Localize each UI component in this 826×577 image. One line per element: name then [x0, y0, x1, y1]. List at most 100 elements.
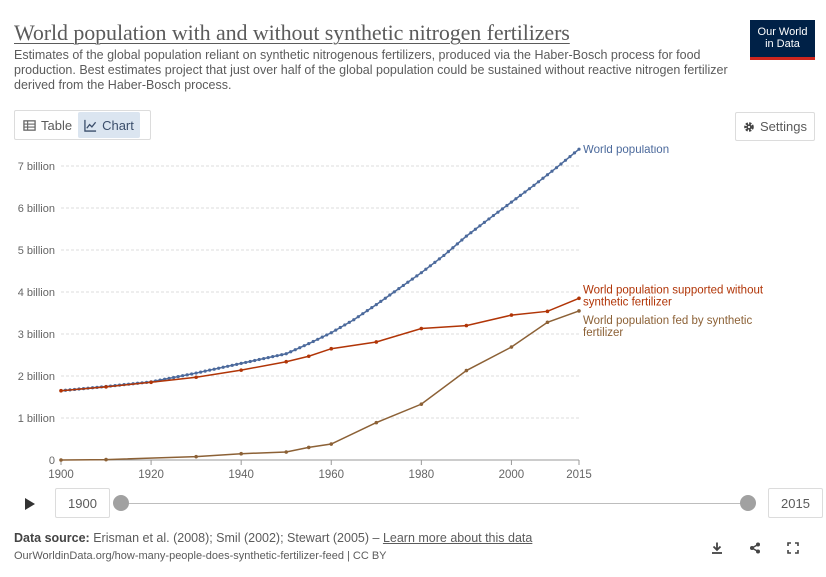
data-point [167, 376, 171, 380]
data-point [347, 320, 351, 324]
source-label: Data source: [14, 531, 90, 545]
tab-table-label: Table [41, 117, 73, 133]
data-point [239, 368, 243, 372]
data-point [289, 350, 293, 354]
x-tick-label: 1960 [318, 469, 344, 481]
data-point [104, 385, 108, 389]
data-point [352, 318, 356, 322]
data-point [253, 358, 257, 363]
data-point [284, 352, 288, 356]
data-point [311, 339, 315, 344]
series-label: fertilizer [583, 327, 623, 339]
data-point [478, 224, 482, 228]
data-point [383, 296, 387, 300]
y-tick-label: 2 billion [18, 371, 55, 383]
data-point [239, 451, 243, 456]
start-year-box[interactable]: 1900 [55, 488, 110, 518]
data-point [104, 457, 108, 462]
data-point [554, 166, 559, 170]
data-point [487, 217, 491, 221]
data-point [212, 367, 216, 371]
download-button[interactable] [702, 533, 732, 563]
data-point [244, 360, 248, 365]
chart-title: World population with and without synthe… [14, 20, 570, 45]
x-tick-label: 1920 [138, 469, 164, 481]
data-point [496, 210, 500, 214]
data-point [572, 151, 577, 155]
data-point [329, 442, 334, 446]
data-point [527, 187, 532, 191]
data-point [343, 323, 347, 327]
tab-table[interactable]: Table [17, 112, 78, 138]
data-point [257, 357, 261, 362]
series-label: World population [583, 145, 669, 156]
chart-url[interactable]: OurWorldinData.org/how-many-people-does-… [14, 550, 387, 562]
chart-subtitle: Estimates of the global population relia… [14, 48, 728, 92]
line-chart-icon [84, 119, 97, 132]
timeline-start-handle[interactable] [113, 495, 129, 511]
data-point [577, 147, 581, 151]
data-point [545, 173, 550, 177]
settings-label: Settings [760, 119, 807, 134]
x-tick-label: 1900 [48, 469, 74, 481]
data-point [239, 361, 243, 365]
data-point [172, 375, 176, 380]
data-point [388, 293, 392, 297]
data-point [410, 277, 414, 281]
data-point [320, 335, 324, 339]
source-text: Erisman et al. (2008); Smil (2002); Stew… [93, 531, 380, 545]
data-point [226, 364, 230, 368]
share-button[interactable] [740, 533, 770, 563]
data-point [518, 193, 523, 197]
fullscreen-button[interactable] [778, 533, 808, 563]
data-point [509, 200, 514, 204]
data-point [365, 309, 369, 313]
data-point [199, 370, 203, 374]
data-point [221, 365, 225, 369]
series-line [60, 310, 580, 461]
data-point [361, 312, 365, 316]
data-point [500, 207, 505, 211]
download-icon [712, 542, 722, 554]
data-point [316, 337, 320, 341]
data-point [302, 344, 306, 348]
data-point [203, 369, 207, 373]
timeline-track[interactable] [121, 503, 748, 504]
data-point [374, 340, 379, 344]
data-point [406, 280, 410, 284]
series-label: World population supported without [583, 284, 764, 296]
data-point [491, 213, 496, 218]
play-icon [25, 498, 35, 510]
data-point [306, 445, 311, 450]
learn-more-link[interactable]: Learn more about this data [382, 531, 533, 545]
end-year-box[interactable]: 2015 [768, 488, 823, 518]
data-point [379, 299, 383, 304]
data-point [509, 345, 514, 349]
data-point [329, 346, 334, 351]
data-point [464, 368, 469, 373]
y-tick-label: 5 billion [18, 245, 55, 257]
data-point [482, 220, 487, 224]
tab-chart[interactable]: Chart [78, 112, 140, 138]
data-point [59, 458, 63, 462]
data-point [559, 162, 563, 166]
play-button[interactable] [20, 494, 40, 514]
data-point [356, 315, 360, 319]
data-point [190, 372, 194, 376]
action-buttons [702, 533, 808, 563]
share-icon [750, 542, 760, 554]
data-point [401, 283, 405, 288]
owid-logo[interactable]: Our World in Data [750, 20, 815, 60]
data-point [248, 359, 252, 364]
data-point [509, 313, 514, 317]
timeline-end-handle[interactable] [740, 495, 756, 511]
data-point [149, 380, 153, 385]
data-point [307, 342, 311, 346]
data-point [563, 158, 568, 162]
data-point [392, 290, 396, 294]
data-point [266, 356, 270, 360]
data-point [230, 363, 234, 367]
data-point [194, 375, 198, 380]
settings-button[interactable]: Settings [735, 112, 815, 141]
data-point [374, 420, 379, 425]
